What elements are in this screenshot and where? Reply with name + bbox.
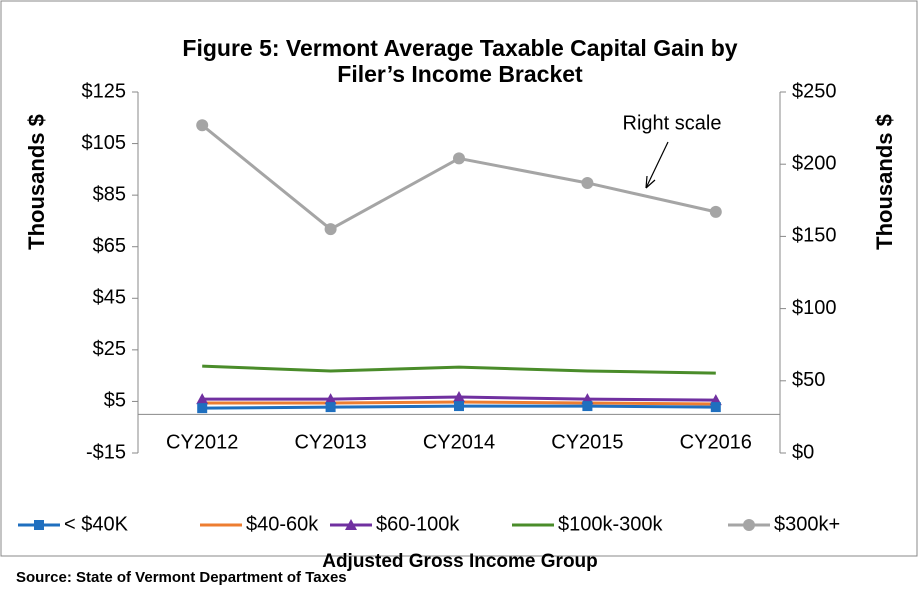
chart-title: Figure 5: Vermont Average Taxable Capita… <box>182 35 737 61</box>
marker <box>454 401 464 412</box>
marker <box>325 402 336 413</box>
legend-item: $100k-300k <box>512 513 664 535</box>
legend-label: $100k-300k <box>558 513 664 535</box>
y-tick-label: $45 <box>93 287 126 309</box>
chart-title: Filer’s Income Bracket <box>337 61 583 87</box>
x-tick-label: CY2015 <box>551 431 623 453</box>
legend-item: $300k+ <box>728 513 840 535</box>
x-tick-label: CY2016 <box>680 431 752 453</box>
legend-label: $300k+ <box>774 513 840 535</box>
marker <box>196 119 209 132</box>
y2-tick-label: $150 <box>792 225 837 247</box>
y2-tick-label: $50 <box>792 369 825 391</box>
y2-tick-label: $250 <box>792 80 837 102</box>
legend-label: < $40K <box>64 513 129 535</box>
marker <box>582 401 593 412</box>
marker <box>453 152 465 165</box>
legend-label: $40-60k <box>246 513 319 535</box>
legend-label: $60-100k <box>376 513 460 535</box>
chart-border <box>0 0 918 557</box>
y-tick-label: $25 <box>93 338 126 360</box>
x-tick-label: CY2014 <box>423 431 495 453</box>
marker <box>197 403 208 414</box>
source: Source: State of Vermont Department of T… <box>16 569 347 586</box>
line <box>202 364 716 375</box>
marker <box>709 205 722 218</box>
annotation: Right scale <box>623 112 722 134</box>
marker <box>324 223 337 236</box>
y-axis-title: Thousands $ <box>24 114 49 250</box>
marker <box>34 520 44 530</box>
y2-axis-title: Thousands $ <box>872 114 897 250</box>
y-tick-label: $125 <box>82 80 127 102</box>
x-axis-title: Adjusted Gross Income Group <box>322 551 598 572</box>
marker <box>710 402 721 413</box>
marker <box>345 519 357 530</box>
y2-tick-label: $200 <box>792 152 837 174</box>
legend-item: < $40K <box>18 513 129 535</box>
y2-tick-label: $100 <box>792 297 837 319</box>
marker <box>453 391 465 403</box>
marker <box>324 393 337 405</box>
line <box>201 124 717 231</box>
marker <box>581 176 594 189</box>
y-tick-label: $105 <box>82 132 127 154</box>
y2-tick-label: $0 <box>792 441 814 463</box>
marker <box>196 393 209 405</box>
y-tick-label: $5 <box>104 390 126 412</box>
marker <box>743 519 755 531</box>
y-tick-label: $85 <box>93 183 126 205</box>
legend-item: $60-100k <box>330 513 460 535</box>
legend-item: $40-60k <box>200 513 319 535</box>
x-tick-label: CY2012 <box>166 431 238 453</box>
annotation-arrow <box>645 141 669 189</box>
y-tick-label: -$15 <box>86 441 126 463</box>
x-tick-label: CY2013 <box>294 431 366 453</box>
y-tick-label: $65 <box>93 235 126 257</box>
